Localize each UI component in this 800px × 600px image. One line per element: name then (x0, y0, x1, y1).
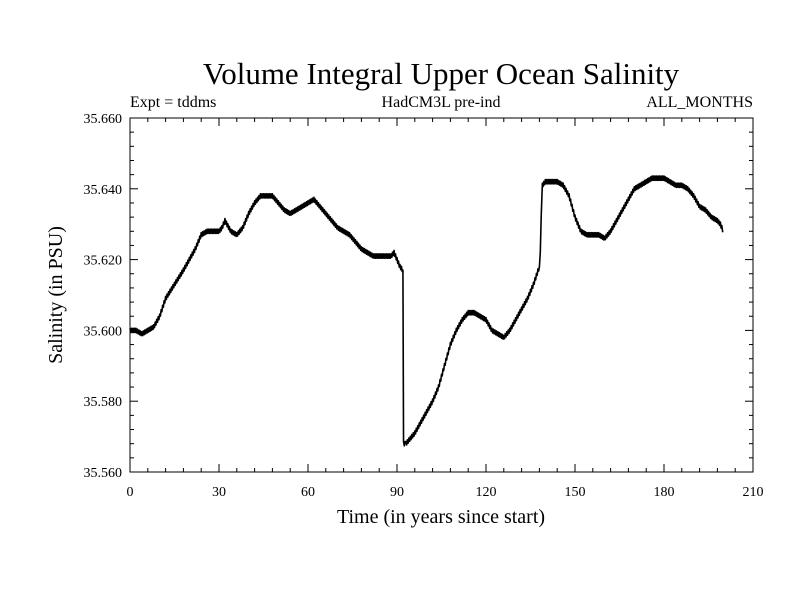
series-line (129, 175, 724, 447)
y-tick-label: 35.620 (84, 254, 123, 269)
axis-ticks (129, 117, 754, 473)
x-tick-label: 150 (565, 485, 586, 500)
x-tick-label: 120 (476, 485, 497, 500)
y-axis-label: Salinity (in PSU) (45, 226, 67, 364)
subtitle-left: Expt = tddms (130, 94, 216, 111)
chart-title: Volume Integral Upper Ocean Salinity (203, 56, 680, 91)
x-tick-label: 180 (654, 485, 675, 500)
subtitle-right: ALL_MONTHS (646, 94, 753, 111)
x-tick-label: 0 (127, 485, 134, 500)
x-tick-label: 90 (390, 485, 404, 500)
x-tick-label: 30 (212, 485, 226, 500)
y-tick-label: 35.560 (84, 466, 123, 481)
y-tick-label: 35.660 (84, 112, 123, 127)
axis-tick-labels: 0 30 60 90 120 150 180 210 35.560 35.580 35.600 35.… (84, 112, 764, 500)
subtitle-center: HadCM3L pre-ind (382, 94, 501, 111)
y-tick-label: 35.640 (84, 183, 123, 198)
y-tick-label: 35.580 (84, 395, 123, 410)
x-tick-label: 210 (743, 485, 764, 500)
plot-frame (129, 117, 754, 473)
x-axis-label: Time (in years since start) (337, 506, 545, 528)
y-tick-label: 35.600 (84, 324, 123, 339)
x-tick-label: 60 (301, 485, 315, 500)
